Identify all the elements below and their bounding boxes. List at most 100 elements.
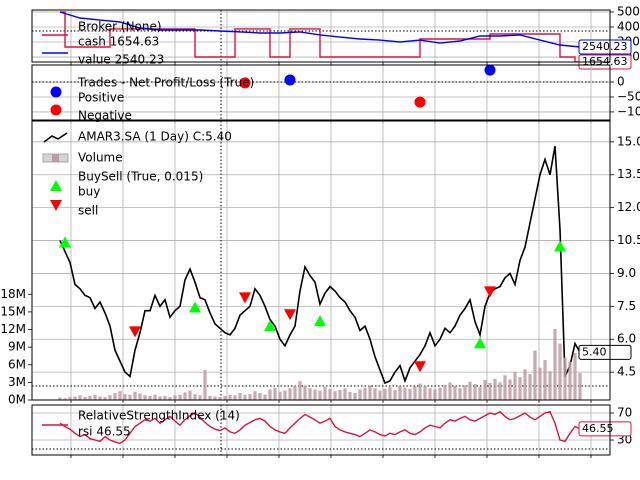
volume-bar	[468, 381, 472, 400]
y-tick-label: 15.0	[617, 134, 640, 148]
volume-bar	[83, 397, 87, 400]
end-label: 2540.23	[578, 39, 632, 55]
volume-bar	[443, 384, 447, 400]
volume-bar	[508, 379, 512, 400]
trade-marker	[284, 74, 296, 86]
series-line	[60, 11, 580, 62]
legend-label: Volume	[78, 151, 123, 165]
end-label: 46.55	[578, 421, 632, 437]
volume-bar	[123, 394, 127, 400]
volume-bar	[288, 388, 292, 400]
volume-bar	[168, 397, 172, 400]
buy-marker	[59, 236, 71, 248]
volume-bar	[538, 367, 542, 400]
legend-entry: Volume	[42, 151, 123, 165]
volume-bar	[223, 395, 227, 400]
volume-bar	[428, 388, 432, 400]
legend-entry: cash 1654.63	[42, 34, 159, 49]
y2-tick-label: 0M	[8, 393, 26, 407]
sell-marker	[239, 292, 251, 304]
end-label-text: 2540.23	[582, 40, 628, 53]
volume-bar	[498, 382, 502, 400]
volume-bar	[373, 388, 377, 400]
volume-bar	[108, 395, 112, 400]
volume-bar	[368, 385, 372, 400]
volume-bar	[198, 395, 202, 400]
volume-bar	[248, 394, 252, 400]
y-tick-label: 500	[617, 4, 640, 18]
end-label-box	[578, 344, 632, 360]
volume-bar	[103, 397, 107, 400]
volume-bar	[203, 370, 207, 400]
y-tick-label: 70	[617, 406, 632, 420]
y2-tick-label: 18M	[0, 287, 26, 301]
buy-marker	[314, 315, 326, 327]
volume-bar	[183, 392, 187, 400]
legend-icon	[43, 132, 68, 143]
y-tick-label: −50	[617, 89, 640, 103]
sell-marker	[414, 361, 426, 373]
volume-bar	[488, 382, 492, 400]
series-line	[59, 410, 581, 445]
volume-bar	[303, 385, 307, 400]
volume-bar	[388, 387, 392, 400]
volume-bar	[133, 391, 137, 400]
volume-bar	[258, 392, 262, 400]
legend-icon	[50, 180, 62, 191]
volume-bar	[333, 391, 337, 400]
volume-bar	[438, 387, 442, 400]
y-tick-label: 400	[617, 19, 640, 33]
volume-bar	[383, 388, 387, 400]
y2-tick-label: 12M	[0, 322, 26, 336]
volume-bar	[453, 385, 457, 400]
legend-entry: value 2540.23	[42, 52, 164, 67]
volume-bar	[558, 343, 562, 400]
y-tick-label: 6.0	[617, 332, 636, 346]
volume-bar	[578, 372, 582, 400]
volume-bar	[228, 394, 232, 400]
trade-marker	[239, 77, 251, 89]
volume-bar	[518, 377, 522, 400]
y-tick-label: 13.5	[617, 167, 640, 181]
legend-entry: AMAR3.SA (1 Day) C:5.40	[43, 130, 232, 144]
legend-entry: sell	[50, 200, 98, 218]
volume-bar	[143, 395, 147, 400]
volume-bar	[148, 395, 152, 400]
volume-bar	[478, 387, 482, 400]
panel-label: Broker (None)	[78, 20, 162, 34]
legend-entry: rsi 46.55	[42, 424, 131, 439]
volume-bar	[573, 353, 577, 400]
volume-bar	[273, 387, 277, 400]
volume-bar	[458, 388, 462, 400]
panel-frame	[31, 9, 611, 63]
y-tick-label: −100	[617, 104, 640, 118]
volume-bar	[253, 391, 257, 400]
end-label: 5.40	[578, 344, 632, 360]
volume-bar	[163, 395, 167, 400]
volume-bar	[433, 389, 437, 400]
legend-label: rsi 46.55	[78, 425, 131, 439]
panel: 0−50−100 Positive Negative Trades - Net Pro…	[31, 64, 640, 123]
series-line	[59, 11, 581, 48]
volume-bar	[178, 394, 182, 400]
volume-bar	[548, 371, 552, 400]
volume-bar	[118, 391, 122, 400]
legend-entry: Positive	[50, 86, 124, 105]
volume-bar	[528, 374, 532, 400]
volume-bar	[358, 389, 362, 400]
trade-marker	[484, 65, 496, 76]
volume-bar	[393, 390, 397, 400]
volume-bar	[58, 397, 62, 400]
y-tick-label: 9.0	[617, 266, 636, 280]
volume-bar	[158, 396, 162, 400]
volume-bar	[463, 385, 467, 400]
volume-bar	[293, 385, 297, 400]
legend-label: buy	[78, 185, 100, 199]
volume-bar	[408, 388, 412, 400]
legend-icon	[50, 200, 62, 211]
volume-bar	[353, 392, 357, 400]
volume-bar	[208, 395, 212, 400]
volume-bar	[233, 395, 237, 400]
